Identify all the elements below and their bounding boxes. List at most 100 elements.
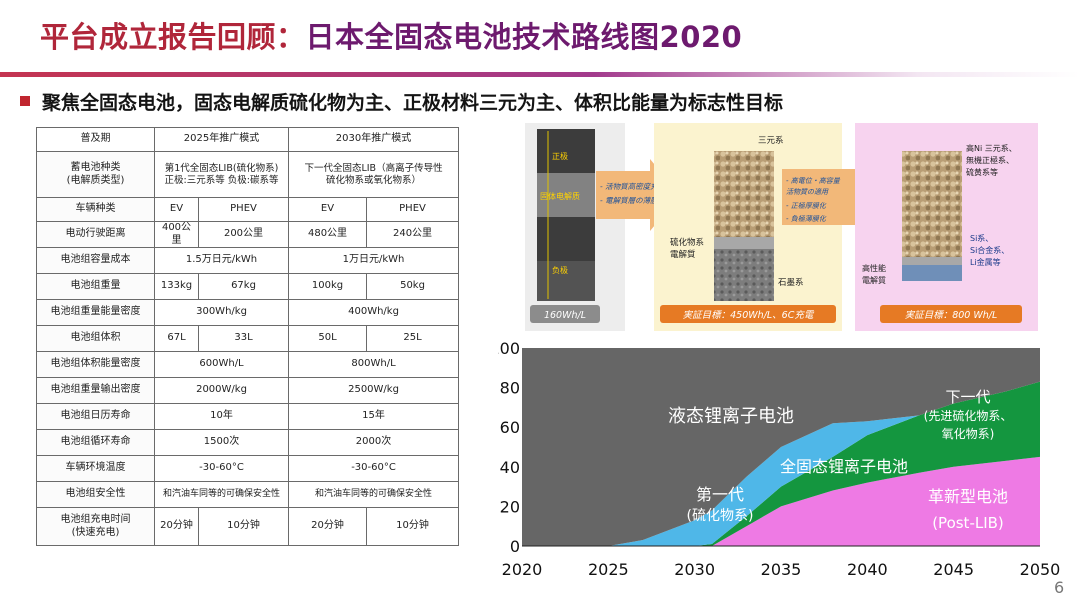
table-cell: 67kg	[197, 273, 290, 300]
slide-subtitle-text: 聚焦全固态电池，固态电解质硫化物为主、正极材料三元为主、体积比能量为标志性目标	[42, 92, 784, 114]
table-cell: 2000W/kg	[153, 377, 290, 404]
row-label: 电池组体积	[36, 325, 155, 352]
table-cell: 2000次	[288, 429, 460, 456]
table-row: 电池组体积能量密度 600Wh/L 800Wh/L	[36, 351, 460, 378]
y-tick-label: 20	[500, 497, 520, 516]
cathode-particles	[714, 151, 774, 237]
table-cell: 和汽油车同等的可确保安全性	[288, 481, 460, 508]
p3-label-4: Si系、	[970, 233, 993, 243]
anode-particles	[714, 249, 774, 301]
slide-title-part1: 平台成立报告回顾：	[40, 20, 306, 54]
table-cell: 20分钟	[288, 507, 368, 546]
label-post-lib: 革新型电池	[928, 487, 1008, 506]
row-label: 电池组充电时间 (快速充电)	[36, 507, 155, 546]
p3-label-1: 高Ni 三元系、	[966, 143, 1017, 153]
table-cell: 和汽油车同等的可确保安全性	[153, 481, 290, 508]
label-all-solid-lib: 全固态锂离子电池	[780, 457, 908, 476]
table-cell: 400Wh/kg	[288, 299, 460, 326]
table-row: 车辆环境温度 -30-60°C -30-60°C	[36, 455, 460, 482]
table-row: 蓄电池种类 (电解质类型) 第1代全固态LIB(硫化物系) 正极:三元系等 负极…	[36, 151, 460, 198]
cathode-particles	[902, 151, 962, 257]
table-cell: 800Wh/L	[288, 351, 460, 378]
table-cell: 300Wh/kg	[153, 299, 290, 326]
table-row: 车辆种类 EV PHEV EV PHEV	[36, 197, 460, 222]
gen1-cell-panel: 三元系 硫化物系 電解質 石墨系 実証目標：450Wh/L、6C充電	[654, 123, 842, 331]
area-series-0	[522, 456, 1040, 546]
arrow2-text-1: - 高電位・高容量	[786, 177, 841, 185]
table-row: 电池组充电时间 (快速充电) 20分钟 10分钟 20分钟 10分钟	[36, 507, 460, 546]
arrow2-text-2: 活物質の適用	[786, 188, 829, 196]
p3-label-8: 電解質	[862, 275, 886, 285]
p2-label-electrolyte: 電解質	[670, 249, 696, 260]
x-tick-label: 2045	[933, 560, 974, 579]
row-label: 车辆环境温度	[36, 455, 155, 482]
table-row: 电动行驶距离 400公里 200公里 480公里 240公里	[36, 221, 460, 248]
row-label: 电池组安全性	[36, 481, 155, 508]
table-header-cell: 2030年推广模式	[288, 127, 460, 152]
arrow1-text-1: - 活物質高密度充填	[600, 182, 667, 191]
row-label: 电池组日历寿命	[36, 403, 155, 430]
technology-figure: 正极 固体电解质 负极 160Wh/L - 活物質高密度充填 - 電解質層の薄膜…	[520, 121, 1040, 334]
x-tick-label: 2020	[502, 560, 543, 579]
table-cell: 10分钟	[366, 507, 460, 546]
table-cell: -30-60°C	[153, 455, 290, 482]
p1-label-electrolyte: 固体电解质	[540, 191, 580, 201]
y-tick-label: 0	[510, 537, 520, 556]
market-share-chart-svg: 2020202520302035204020452050020406080100…	[469, 339, 1060, 579]
label-next-gen-sub1: (先进硫化物系、	[924, 408, 1013, 423]
y-tick-label: 60	[500, 418, 520, 437]
p3-label-3: 硫黄系等	[966, 167, 998, 177]
p3-label-6: Li金属等	[970, 257, 1001, 267]
table-row: 电池组容量成本 1.5万日元/kWh 1万日元/kWh	[36, 247, 460, 274]
table-body: 车辆种类 EV PHEV EV PHEV 电动行驶距离 400公里 200公里 480公里 240…	[36, 197, 460, 546]
row-label: 蓄电池种类 (电解质类型)	[36, 151, 155, 198]
row-label: 电池组循环寿命	[36, 429, 155, 456]
table-cell: 10分钟	[197, 507, 290, 546]
current-cell-panel: 正极 固体电解质 负极 160Wh/L	[525, 123, 625, 331]
y-tick-label: 100	[498, 339, 520, 358]
table-cell: PHEV	[366, 197, 460, 222]
table-cell: 25L	[366, 325, 460, 352]
page-number: 6	[1054, 578, 1065, 597]
table-cell: 133kg	[154, 273, 199, 300]
table-cell: 1500次	[153, 429, 290, 456]
market-share-chart: 2020202520302035204020452050020406080100…	[469, 336, 1060, 602]
table-cell: 240公里	[366, 221, 460, 248]
chart-areas	[522, 348, 1040, 546]
x-tick-label: 2040	[847, 560, 888, 579]
table-header-row: 普及期 2025年推广模式 2030年推广模式	[36, 127, 460, 152]
table-row: 电池组日历寿命 10年 15年	[36, 403, 460, 430]
table-row: 电池组体积 67L 33L 50L 25L	[36, 325, 460, 352]
table-cell: 15年	[288, 403, 460, 430]
row-label: 电池组重量	[36, 273, 155, 300]
table-cell: 67L	[154, 325, 199, 352]
table-cell: PHEV	[197, 197, 290, 222]
area-series-1	[522, 381, 1040, 546]
y-tick-label: 40	[500, 458, 520, 477]
slide-subtitle: 聚焦全固态电池，固态电解质硫化物为主、正极材料三元为主、体积比能量为标志性目标	[20, 88, 783, 115]
p3-label-7: 高性能	[862, 263, 886, 273]
label-post-lib-sub: (Post-LIB)	[932, 514, 1004, 532]
p3-label-2: 無機正極系、	[966, 155, 1014, 165]
row-label: 电动行驶距离	[36, 221, 155, 248]
p3-badge: 実証目標：800 Wh/L	[905, 309, 998, 321]
label-gen1: 第一代	[696, 485, 744, 504]
table-cell: 50L	[288, 325, 368, 352]
row-label: 车辆种类	[36, 197, 155, 222]
table-row: 电池组安全性 和汽油车同等的可确保安全性 和汽油车同等的可确保安全性	[36, 481, 460, 508]
table-header-cell: 普及期	[36, 127, 155, 152]
p1-badge: 160Wh/L	[544, 310, 586, 321]
table-cell: -30-60°C	[288, 455, 460, 482]
table-row: 电池组重量能量密度 300Wh/kg 400Wh/kg	[36, 299, 460, 326]
p2-label-graphite: 石墨系	[778, 277, 804, 288]
arrow2-text-3: - 正極厚膜化	[786, 202, 827, 210]
p3-label-5: Si合金系、	[970, 245, 1009, 255]
table-header-cell: 2025年推广模式	[153, 127, 290, 152]
table-cell: 50kg	[366, 273, 460, 300]
label-next-gen: 下一代	[945, 388, 990, 406]
table-cell: 下一代全固态LIB（高离子传导性 硫化物系或氧化物系）	[288, 151, 460, 198]
slide-title-part2: 日本全固态电池技术路线图2020	[305, 20, 743, 54]
chart-labels: 液态锂离子电池 全固态锂离子电池 第一代 (硫化物系) 下一代 (先进硫化物系、…	[668, 388, 1012, 532]
p2-label-ternary: 三元系	[758, 135, 784, 146]
technology-figure-svg: 正极 固体电解质 负极 160Wh/L - 活物質高密度充填 - 電解質層の薄膜…	[525, 123, 1038, 331]
